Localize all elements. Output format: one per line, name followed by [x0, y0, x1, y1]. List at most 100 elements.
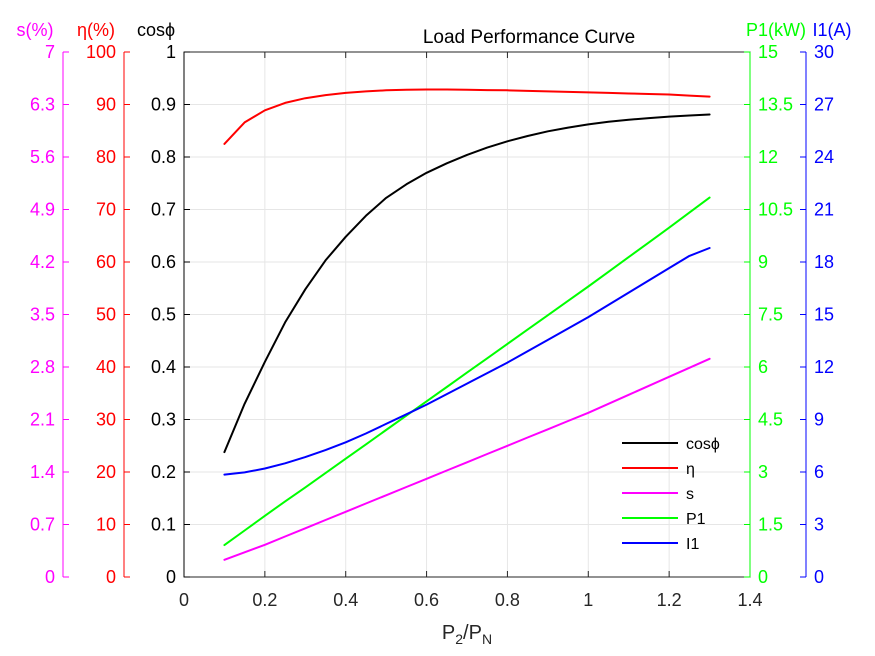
- y-axis-s: 0 0.7 1.4 2.1 2.8 3.5 4.2 4.9 5.6 6.3 7s(%): [17, 20, 69, 587]
- y-tick-label-eta: 40: [96, 357, 116, 377]
- y-tick-label-s: 4.9: [30, 200, 55, 220]
- y-tick-label-cos: 0.6: [151, 252, 176, 272]
- y-tick-label-p1: 3: [758, 462, 768, 482]
- y-tick-label-s: 1.4: [30, 462, 55, 482]
- y-tick-label-p1: 12: [758, 147, 778, 167]
- y-tick-label-cos: 0.1: [151, 515, 176, 535]
- y-tick-label-eta: 20: [96, 462, 116, 482]
- y-tick-label-s: 0: [45, 567, 55, 587]
- series-line-i1: [223, 247, 711, 476]
- grid: [183, 51, 751, 578]
- x-tick-label: 0: [179, 590, 189, 610]
- y-tick-label-i1: 9: [814, 410, 824, 430]
- x-axis-label-subscript-1: 2: [455, 631, 463, 647]
- legend-item-s: s: [622, 486, 694, 503]
- x-axis-label-subscript-2: N: [482, 631, 492, 647]
- y-tick-label-eta: 100: [86, 42, 116, 62]
- chart-title: Load Performance Curve: [423, 27, 635, 48]
- series-line-p1: [223, 196, 711, 547]
- x-tick-label: 1: [583, 590, 593, 610]
- series-line-cos: [223, 113, 711, 454]
- legend-item-p1: P1: [622, 511, 706, 528]
- y-tick-label-eta: 90: [96, 95, 116, 115]
- y-tick-label-eta: 70: [96, 200, 116, 220]
- y-axis-title-p1: P1(kW): [746, 20, 806, 40]
- y-tick-label-cos: 0.7: [151, 200, 176, 220]
- y-tick-label-i1: 12: [814, 357, 834, 377]
- legend: cosϕ ηs P1 I1: [622, 436, 720, 553]
- y-tick-label-cos: 0.4: [151, 357, 176, 377]
- x-tick-label: 0.8: [495, 590, 520, 610]
- y-tick-label-p1: 10.5: [758, 200, 793, 220]
- y-axes: 00.71.42.12.83.54.24.95.66.37s(%)0102030…: [17, 20, 852, 587]
- legend-item-i1: I1: [622, 536, 699, 553]
- legend-label-p1: P1: [686, 511, 706, 528]
- x-tick-label: 0.2: [252, 590, 277, 610]
- legend-item-cos: cosϕ: [622, 436, 720, 453]
- y-tick-label-i1: 30: [814, 42, 834, 62]
- y-tick-label-eta: 50: [96, 305, 116, 325]
- series-line-s: [223, 357, 711, 561]
- y-tick-label-cos: 1: [166, 42, 176, 62]
- y-tick-label-s: 4.2: [30, 252, 55, 272]
- y-tick-label-cos: 0.9: [151, 95, 176, 115]
- y-tick-label-cos: 0.5: [151, 305, 176, 325]
- y-tick-label-p1: 0: [758, 567, 768, 587]
- y-tick-label-s: 6.3: [30, 95, 55, 115]
- x-tick-label: 1.4: [737, 590, 762, 610]
- y-tick-label-p1: 15: [758, 42, 778, 62]
- y-axis-title-eta: η(%): [77, 20, 115, 40]
- x-tick-label: 0.6: [414, 590, 439, 610]
- y-tick-label-s: 2.1: [30, 410, 55, 430]
- y-tick-label-i1: 24: [814, 147, 834, 167]
- y-axis-title-cos: cosϕ: [137, 20, 175, 40]
- x-axis-label-separator: /P: [463, 622, 482, 644]
- y-tick-label-p1: 4.5: [758, 410, 783, 430]
- y-tick-label-s: 0.7: [30, 515, 55, 535]
- y-tick-label-eta: 30: [96, 410, 116, 430]
- y-tick-label-s: 3.5: [30, 305, 55, 325]
- y-tick-label-s: 7: [45, 42, 55, 62]
- y-tick-label-i1: 27: [814, 95, 834, 115]
- y-tick-label-i1: 6: [814, 462, 824, 482]
- x-tick-label: 1.2: [657, 590, 682, 610]
- x-axis-label-base: P: [442, 622, 455, 644]
- y-tick-label-p1: 1.5: [758, 515, 783, 535]
- y-tick-label-i1: 18: [814, 252, 834, 272]
- y-axis-title-i1: I1(A): [812, 20, 851, 40]
- series-layer: [223, 88, 711, 561]
- y-tick-label-eta: 60: [96, 252, 116, 272]
- x-tick-label: 0.4: [333, 590, 358, 610]
- y-tick-label-eta: 0: [106, 567, 116, 587]
- y-tick-label-cos: 0.3: [151, 410, 176, 430]
- y-tick-label-p1: 6: [758, 357, 768, 377]
- y-tick-label-i1: 3: [814, 515, 824, 535]
- y-tick-label-p1: 13.5: [758, 95, 793, 115]
- y-tick-label-p1: 9: [758, 252, 768, 272]
- y-tick-label-s: 2.8: [30, 357, 55, 377]
- legend-label-s: s: [686, 486, 694, 503]
- y-tick-label-eta: 10: [96, 515, 116, 535]
- y-tick-label-cos: 0: [166, 567, 176, 587]
- y-tick-label-i1: 0: [814, 567, 824, 587]
- x-axis-label: P2/PN: [442, 622, 492, 647]
- legend-label-cos: cosϕ: [686, 436, 720, 453]
- y-tick-label-p1: 7.5: [758, 305, 783, 325]
- legend-item-eta: η: [622, 461, 695, 478]
- y-tick-label-i1: 21: [814, 200, 834, 220]
- y-tick-label-cos: 0.2: [151, 462, 176, 482]
- y-tick-label-s: 5.6: [30, 147, 55, 167]
- y-tick-label-cos: 0.8: [151, 147, 176, 167]
- legend-label-i1: I1: [686, 536, 699, 553]
- y-tick-label-eta: 80: [96, 147, 116, 167]
- legend-label-eta: η: [686, 461, 695, 478]
- series-line-eta: [223, 88, 711, 145]
- y-tick-label-i1: 15: [814, 305, 834, 325]
- x-axis: 0 0.2 0.4 0.6 0.8 1 1.2 1.4: [179, 52, 763, 610]
